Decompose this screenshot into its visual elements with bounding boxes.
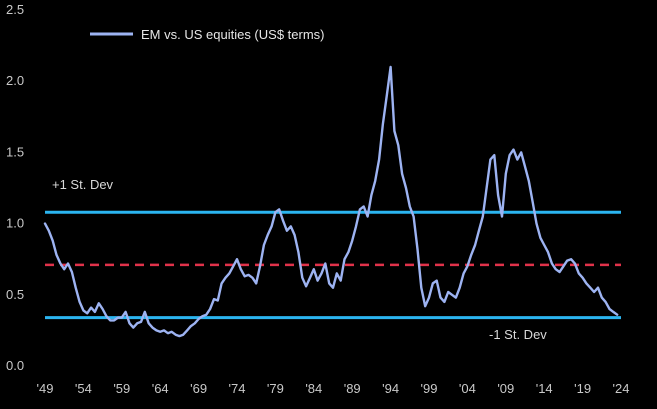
y-tick-label: 2.0 <box>6 73 24 88</box>
x-tick-label: '74 <box>229 381 246 396</box>
x-tick-label: '09 <box>497 381 514 396</box>
x-tick-label: '69 <box>190 381 207 396</box>
series-line <box>43 65 619 338</box>
y-tick-layer: 0.0 0.5 1.0 1.5 2.0 2.5 <box>6 2 24 373</box>
y-tick-label: 0.5 <box>6 287 24 302</box>
x-tick-label: '64 <box>152 381 169 396</box>
y-tick-label: 0.0 <box>6 358 24 373</box>
plus-one-std-dev-label: +1 St. Dev <box>52 177 114 192</box>
x-tick-label: '19 <box>574 381 591 396</box>
series-layer <box>43 65 619 338</box>
y-tick-label: 1.5 <box>6 144 24 159</box>
x-tick-label: '94 <box>382 381 399 396</box>
minus-one-std-dev-label: -1 St. Dev <box>489 327 547 342</box>
y-tick-label: 2.5 <box>6 2 24 17</box>
x-tick-label: '89 <box>344 381 361 396</box>
x-tick-label: '49 <box>37 381 54 396</box>
legend: EM vs. US equities (US$ terms) <box>90 27 325 42</box>
annotation-layer: +1 St. Dev -1 St. Dev <box>52 177 547 342</box>
x-tick-label: '84 <box>305 381 322 396</box>
legend-label: EM vs. US equities (US$ terms) <box>141 27 325 42</box>
x-tick-label: '14 <box>536 381 553 396</box>
x-tick-label: '24 <box>613 381 630 396</box>
y-tick-label: 1.0 <box>6 216 24 231</box>
x-tick-label: '54 <box>75 381 92 396</box>
x-tick-label: '59 <box>113 381 130 396</box>
x-tick-label: '04 <box>459 381 476 396</box>
reference-line-layer <box>45 210 621 320</box>
x-tick-label: '99 <box>421 381 438 396</box>
x-tick-label: '79 <box>267 381 284 396</box>
x-tick-layer: '49 '54 '59 '64 '69 '74 '79 '84 '89 '94 '99 '04 '09 '… <box>37 381 630 396</box>
